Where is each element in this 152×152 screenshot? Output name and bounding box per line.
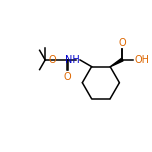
Text: O: O — [64, 71, 71, 81]
Text: OH: OH — [134, 55, 149, 65]
Text: NH: NH — [65, 55, 79, 65]
Polygon shape — [110, 58, 123, 67]
Text: O: O — [119, 38, 126, 48]
Text: O: O — [48, 55, 56, 65]
